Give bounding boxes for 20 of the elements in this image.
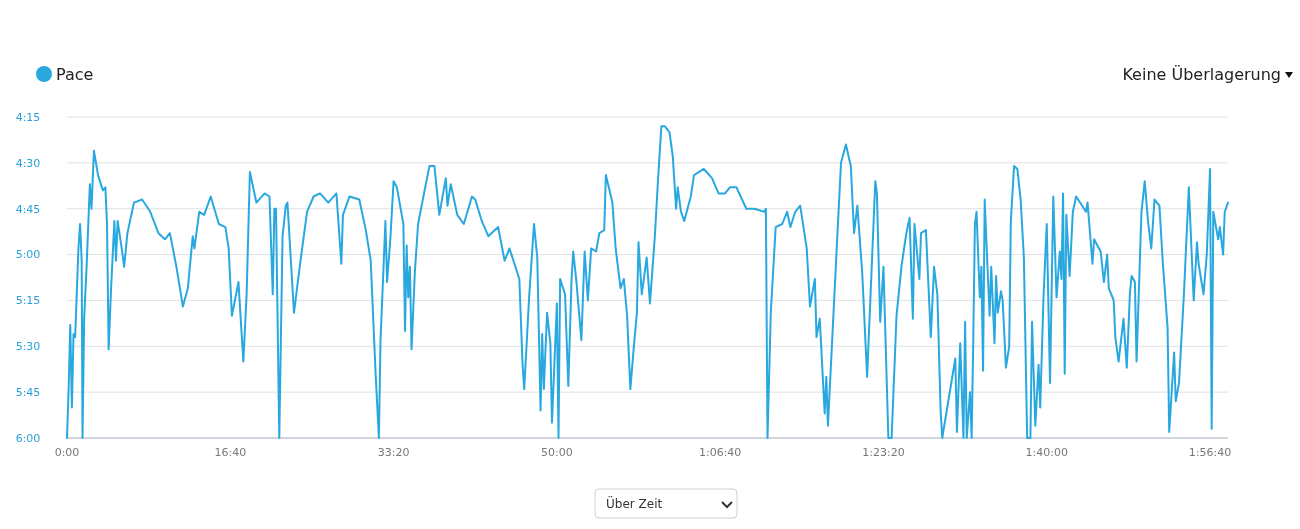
x-tick-label: 16:40 [214,446,247,459]
y-tick-label: 6:00 [15,431,41,445]
y-tick-label: 4:30 [15,156,41,170]
x-tick-label: 1:40:00 [1025,446,1068,459]
line-series [66,125,1229,439]
y-tick-label: 5:15 [15,294,41,308]
y-tick-label: 4:15 [15,110,41,124]
x-tick-label: 1:06:40 [698,446,742,459]
x-tick-label: 1:56:40 [1188,446,1232,459]
y-tick-label: 5:00 [15,248,41,262]
x-tick-label: 33:20 [377,446,410,459]
text: Über Zeit [606,495,663,512]
text: Keine Überlagerung [1122,64,1281,84]
y-tick-label: 4:45 [15,202,41,216]
x-tick-label: 1:23:20 [862,446,905,459]
legend-label: Pace [56,64,94,84]
y-tick-label: 5:30 [15,340,41,354]
x-tick-label: 50:00 [541,446,573,459]
x-tick-label: 0:00 [54,446,80,459]
y-tick-label: 5:45 [15,385,41,399]
